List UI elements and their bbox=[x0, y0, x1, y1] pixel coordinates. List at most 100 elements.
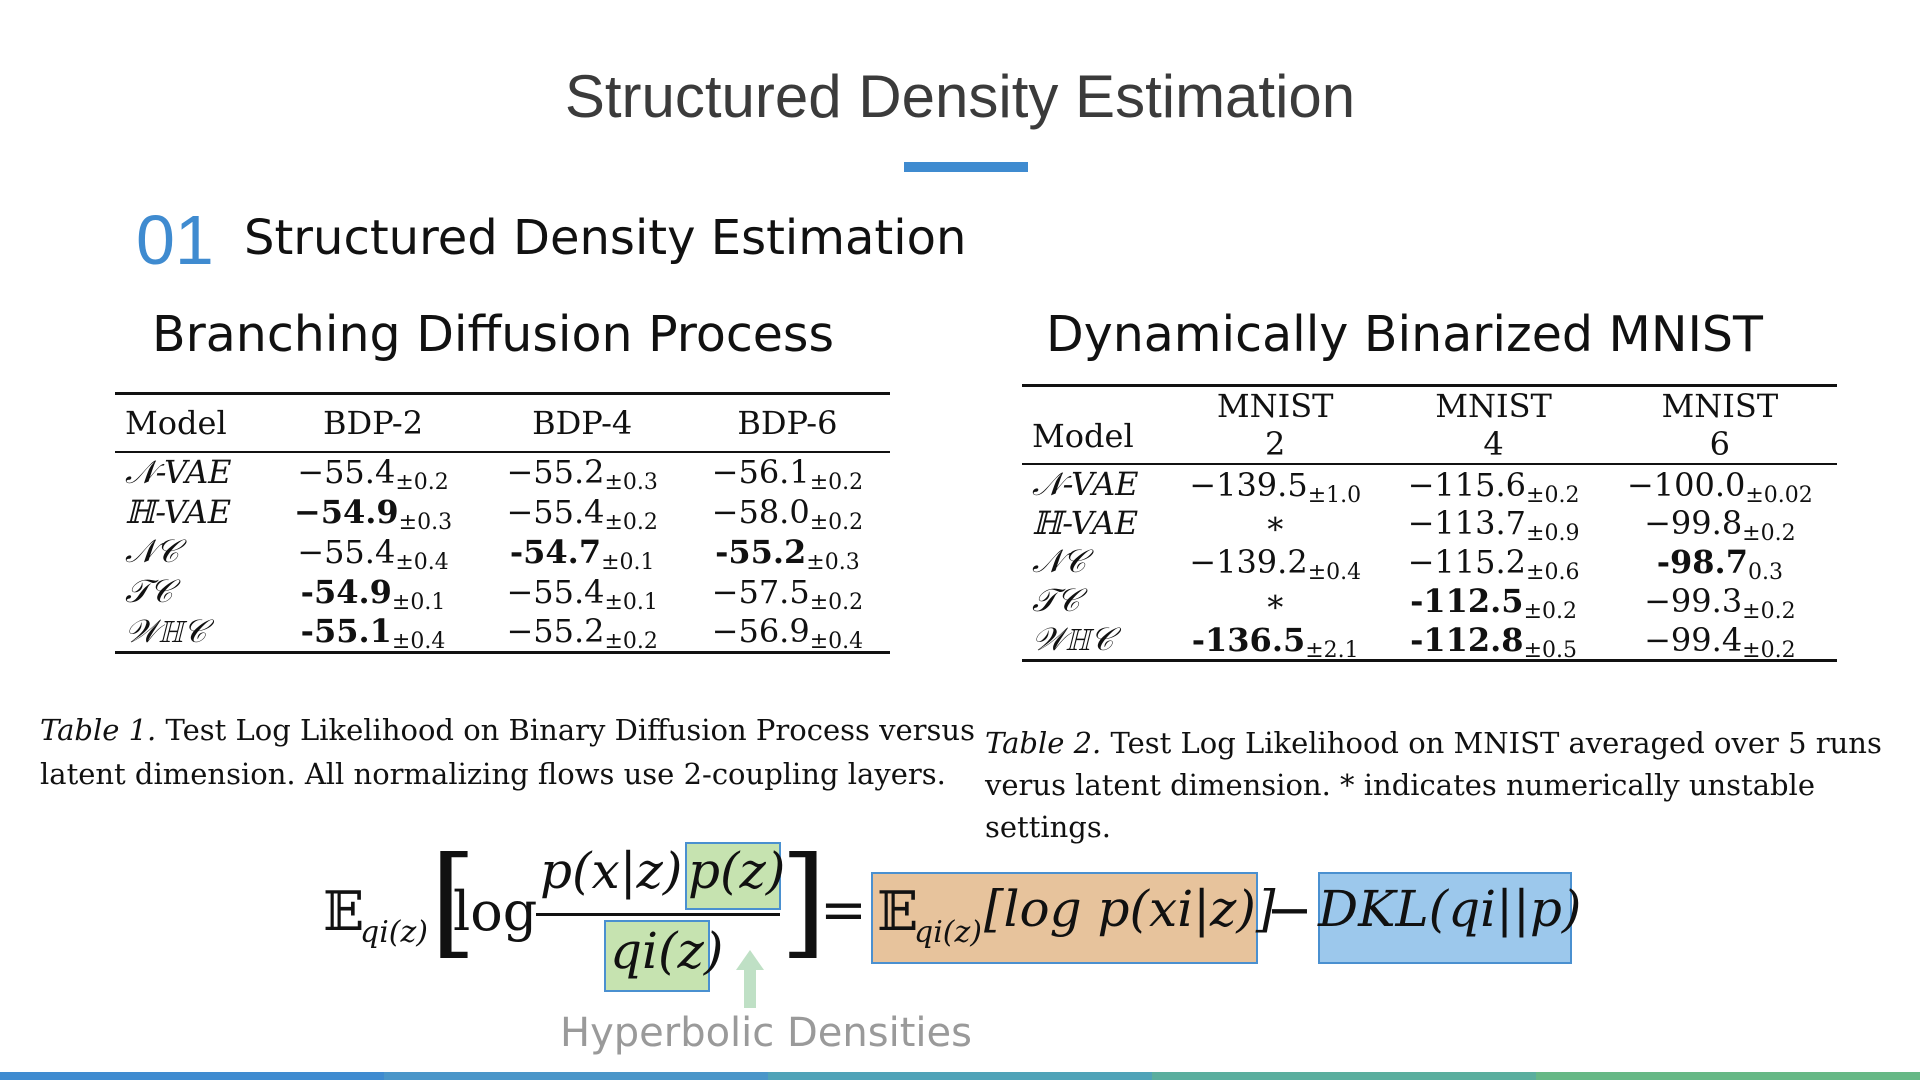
cell-std: ±0.3 bbox=[604, 470, 658, 495]
cell-std: ±1.0 bbox=[1307, 482, 1362, 508]
table-cell: −113.7±0.9 bbox=[1384, 504, 1602, 546]
numerator-prior: p(z) bbox=[688, 842, 786, 900]
bdp-table-body: 𝒩-VAE −55.4±0.2 −55.2±0.3 −56.1±0.2 ℍ-VAE −54… bbox=[115, 452, 890, 655]
table-cell: −55.4±0.2 bbox=[266, 452, 479, 495]
cell-value: -98.7 bbox=[1656, 542, 1748, 581]
table-cell: −115.6±0.2 bbox=[1384, 464, 1602, 508]
bottom-bar-segment bbox=[0, 1072, 384, 1080]
arrow-shaft bbox=[744, 968, 756, 1008]
bdp-results-table: Model BDP-2 BDP-4 BDP-6 𝒩-VAE −55.4±0.2 −5… bbox=[115, 392, 890, 654]
cell-value: -55.2 bbox=[715, 532, 807, 571]
cell-value: -55.1 bbox=[300, 612, 392, 650]
row-model-name: 𝒯𝒞 bbox=[125, 572, 173, 610]
table-cell: -112.8±0.5 bbox=[1384, 620, 1602, 663]
highlight-kl bbox=[1318, 872, 1572, 964]
cell-std: ±0.3 bbox=[806, 549, 860, 575]
row-model-name: 𝒩-VAE bbox=[1032, 465, 1139, 503]
table-header-mnist: MNIST bbox=[1435, 387, 1552, 425]
cell-std: ±0.1 bbox=[601, 549, 655, 575]
caption-text: Test Log Likelihood on MNIST averaged ov… bbox=[1110, 726, 1882, 760]
table-row: 𝒲ℍ𝒞 -136.5±2.1 -112.8±0.5 −99.4±0.2 bbox=[1022, 620, 1837, 663]
cell-std: ±0.2 bbox=[1742, 598, 1796, 624]
mnist-table-body: 𝒩-VAE −139.5±1.0 −115.6±0.2 −100.0±0.02 ℍ-VA… bbox=[1022, 464, 1837, 663]
equals-sign: = bbox=[820, 878, 867, 943]
cell-std: ±0.2 bbox=[1523, 598, 1577, 624]
row-model-name: 𝒩𝒞 bbox=[1032, 542, 1086, 580]
cell-value: −57.5 bbox=[711, 572, 810, 611]
title-underline bbox=[904, 162, 1028, 172]
cell-std: ±0.1 bbox=[391, 589, 446, 615]
table-header-bdp2: BDP-2 bbox=[266, 393, 480, 453]
left-subtitle: Branching Diffusion Process bbox=[152, 306, 834, 363]
row-model-name: 𝒩-VAE bbox=[125, 452, 232, 491]
highlight-posterior bbox=[604, 920, 710, 992]
table-row: 𝒩𝒞 −139.2±0.4 −115.2±0.6 -98.70.3 bbox=[1022, 542, 1837, 585]
fraction-bar bbox=[536, 913, 780, 916]
highlight-prior bbox=[685, 842, 781, 910]
rhs-reconstruction-term: [log p(xi|z)] bbox=[984, 880, 1276, 938]
table-cell: −99.3±0.2 bbox=[1603, 581, 1837, 624]
table-row: 𝒩𝒞 −55.4±0.4 -54.7±0.1 -55.2±0.3 bbox=[115, 532, 890, 575]
cell-value: -54.7 bbox=[509, 532, 602, 571]
bottom-bar-segment bbox=[384, 1072, 768, 1080]
table-cell: −100.0±0.02 bbox=[1603, 464, 1837, 508]
table-cell: -55.2±0.3 bbox=[685, 532, 890, 575]
table-header-model: Model bbox=[1022, 385, 1167, 465]
cell-std: 0.3 bbox=[1747, 559, 1783, 585]
denominator: qi(z) bbox=[610, 922, 724, 980]
caption-text: verus latent dimension. * indicates nume… bbox=[985, 768, 1815, 844]
cell-std: ±0.2 bbox=[604, 629, 658, 654]
cell-value: ∗ bbox=[1264, 504, 1287, 542]
table-cell: -112.5±0.2 bbox=[1384, 581, 1602, 624]
cell-value: −139.2 bbox=[1189, 542, 1308, 581]
cell-std: ±0.4 bbox=[395, 549, 449, 575]
numerator-likelihood: p(x|z) bbox=[540, 842, 683, 900]
row-model-name: 𝒲ℍ𝒞 bbox=[1032, 620, 1114, 658]
table-cell: -54.7±0.1 bbox=[480, 532, 685, 575]
slide-title: Structured Density Estimation bbox=[564, 63, 1356, 130]
table-cell: −55.2±0.3 bbox=[480, 452, 685, 495]
table-cell: −139.2±0.4 bbox=[1166, 542, 1384, 585]
table-cell: −57.5±0.2 bbox=[685, 572, 890, 615]
cell-value: −58.0 bbox=[711, 492, 810, 531]
table-cell: −56.9±0.4 bbox=[685, 612, 890, 654]
right-subtitle: Dynamically Binarized MNIST bbox=[1046, 306, 1763, 363]
cell-value: −99.4 bbox=[1644, 620, 1743, 659]
caption-label: Table 2. bbox=[985, 726, 1102, 760]
table-cell: −139.5±1.0 bbox=[1166, 464, 1384, 508]
cell-std: ±0.6 bbox=[1526, 559, 1580, 585]
section-title: Structured Density Estimation bbox=[244, 210, 967, 266]
cell-value: -54.9 bbox=[300, 572, 392, 611]
row-model-name: 𝒯𝒞 bbox=[1032, 581, 1080, 619]
cell-std: ±0.3 bbox=[398, 509, 453, 535]
cell-value: -112.5 bbox=[1410, 581, 1524, 620]
cell-std: ±0.2 bbox=[1742, 637, 1796, 663]
table-row: 𝒯𝒞 ∗ -112.5±0.2 −99.3±0.2 bbox=[1022, 581, 1837, 624]
cell-std: ±2.1 bbox=[1305, 637, 1359, 663]
cell-value: −55.4 bbox=[297, 532, 396, 571]
table-cell: ∗ bbox=[1166, 504, 1384, 542]
cell-value: −100.0 bbox=[1626, 465, 1746, 504]
table-header-dim: 2 bbox=[1166, 425, 1385, 465]
up-arrow-icon bbox=[736, 950, 764, 970]
cell-value: −55.4 bbox=[506, 572, 605, 611]
hyperbolic-densities-label: Hyperbolic Densities bbox=[560, 1010, 972, 1056]
cell-value: -112.8 bbox=[1410, 620, 1524, 659]
cell-value: −56.9 bbox=[711, 612, 810, 650]
table-cell: -54.9±0.1 bbox=[266, 572, 479, 615]
table-row: 𝒩-VAE −55.4±0.2 −55.2±0.3 −56.1±0.2 bbox=[115, 452, 890, 496]
cell-std: ±0.2 bbox=[809, 470, 864, 495]
cell-value: −99.3 bbox=[1644, 581, 1743, 620]
section-number: 01 bbox=[136, 201, 214, 279]
minus-sign: − bbox=[1266, 878, 1313, 943]
expectation-symbol: 𝔼 bbox=[323, 880, 365, 943]
row-model-name: ℍ-VAE bbox=[125, 492, 232, 531]
bottom-bar-segment bbox=[1536, 1072, 1920, 1080]
bottom-bar-segment bbox=[1152, 1072, 1536, 1080]
expectation-subscript: qi(z) bbox=[360, 915, 429, 950]
caption-text: Test Log Likelihood on Binary Diffusion … bbox=[165, 713, 975, 747]
table2-caption: Table 2. Test Log Likelihood on MNIST av… bbox=[985, 722, 1885, 848]
cell-std: ±0.4 bbox=[391, 629, 446, 654]
row-model-name: 𝒲ℍ𝒞 bbox=[125, 611, 207, 650]
cell-value: −99.8 bbox=[1644, 504, 1743, 542]
